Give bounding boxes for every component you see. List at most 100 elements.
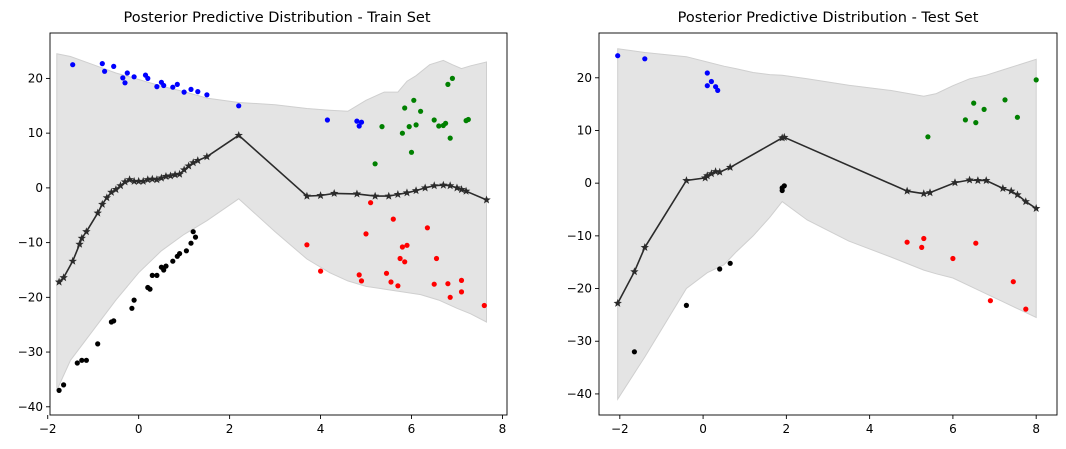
test-y-tick-label: −10 (567, 229, 592, 243)
train-point-black (183, 248, 189, 254)
train-mean-star (184, 161, 193, 170)
train-point-blue (324, 117, 330, 123)
train-point-black (190, 229, 196, 235)
test-mean-star (715, 167, 724, 176)
train-mean-star (202, 152, 212, 161)
train-mean-star (93, 208, 102, 217)
train-point-blue (204, 92, 210, 98)
train-point-blue (358, 119, 365, 125)
train-point-green (413, 122, 419, 128)
test-mean-star (998, 184, 1008, 192)
test-point-red (950, 255, 956, 262)
train-point-green (379, 124, 385, 130)
test-axes-frame (598, 32, 1058, 416)
train-point-blue (181, 89, 187, 95)
train-point-green (372, 161, 378, 167)
train-point-blue (354, 118, 360, 124)
train-point-black (95, 341, 101, 347)
test-y-tick-label: −40 (567, 387, 592, 401)
test-point-green (981, 106, 987, 112)
test-point-black (631, 349, 638, 355)
test-point-black (781, 183, 787, 189)
train-x-tick-label: 6 (408, 422, 416, 436)
test-point-green (925, 134, 931, 140)
train-x-tick-label: −2 (39, 422, 57, 436)
train-mean-star (411, 186, 421, 195)
train-mean-star (402, 188, 412, 197)
test-mean-star (1032, 204, 1041, 213)
train-mean-star (439, 180, 448, 189)
train-mean-star (82, 227, 91, 236)
train-mean-star (125, 175, 134, 184)
train-point-red (447, 294, 453, 300)
train-predictive-band (56, 53, 487, 391)
test-mean-star (925, 188, 935, 197)
test-mean-star (982, 176, 991, 185)
test-point-red (904, 239, 910, 245)
train-point-red (402, 259, 408, 265)
train-point-green (445, 81, 451, 87)
test-mean-star (682, 176, 691, 185)
train-mean-star (120, 177, 130, 186)
test-point-blue (642, 56, 648, 62)
test-y-tick-label: 10 (577, 123, 592, 137)
train-mean-star (102, 193, 112, 202)
train-mean-star (234, 130, 243, 139)
test-point-green (1002, 97, 1008, 103)
train-point-red (397, 255, 403, 262)
train-mean-star (148, 174, 157, 183)
test-point-black (683, 302, 690, 308)
train-point-red (458, 289, 465, 295)
train-mean-star (68, 256, 77, 265)
test-point-red (973, 240, 979, 246)
train-point-blue (145, 75, 151, 81)
train-point-black (149, 272, 155, 278)
train-mean-star (179, 165, 189, 174)
train-point-red (431, 281, 437, 287)
test-x-tick-label: 2 (783, 422, 791, 436)
test-mean-star (700, 173, 710, 182)
test-point-red (919, 244, 925, 250)
test-point-red (1010, 279, 1016, 285)
train-point-green (449, 75, 455, 81)
train-point-black (61, 382, 67, 388)
train-mean-star (54, 277, 64, 286)
train-y-tick-label: −30 (18, 345, 43, 359)
train-mean-star (370, 191, 380, 200)
test-point-green (1014, 114, 1021, 120)
train-mean-star (384, 191, 393, 200)
train-point-blue (170, 84, 176, 90)
train-mean-star (430, 181, 439, 190)
train-point-red (390, 216, 396, 222)
train-point-red (481, 302, 487, 309)
train-point-black (111, 318, 117, 324)
train-point-red (383, 270, 390, 276)
test-mean-star (613, 298, 622, 307)
train-point-black (79, 357, 85, 363)
train-mean-star (170, 170, 180, 179)
test-point-red (1023, 306, 1029, 312)
train-x-tick-label: 0 (135, 422, 143, 436)
train-point-blue (120, 75, 126, 81)
train-mean-star (393, 190, 403, 199)
train-mean-star (352, 189, 362, 198)
train-point-black (192, 234, 199, 240)
test-point-blue (715, 87, 721, 93)
train-y-tick-label: 0 (35, 181, 43, 195)
test-y-tick-label: 20 (577, 71, 592, 85)
train-point-red (458, 277, 465, 283)
train-mean-star (129, 176, 139, 185)
train-point-blue (99, 61, 105, 67)
train-point-green (411, 97, 417, 103)
train-mean-star (98, 199, 107, 208)
test-mean-star (703, 171, 712, 180)
train-mean-star (330, 188, 339, 197)
test-mean-star (725, 162, 735, 171)
train-mean-star (316, 191, 325, 200)
train-point-green (447, 135, 453, 141)
test-mean-star (1007, 186, 1016, 195)
train-point-red (424, 225, 430, 231)
test-point-blue (615, 53, 621, 59)
